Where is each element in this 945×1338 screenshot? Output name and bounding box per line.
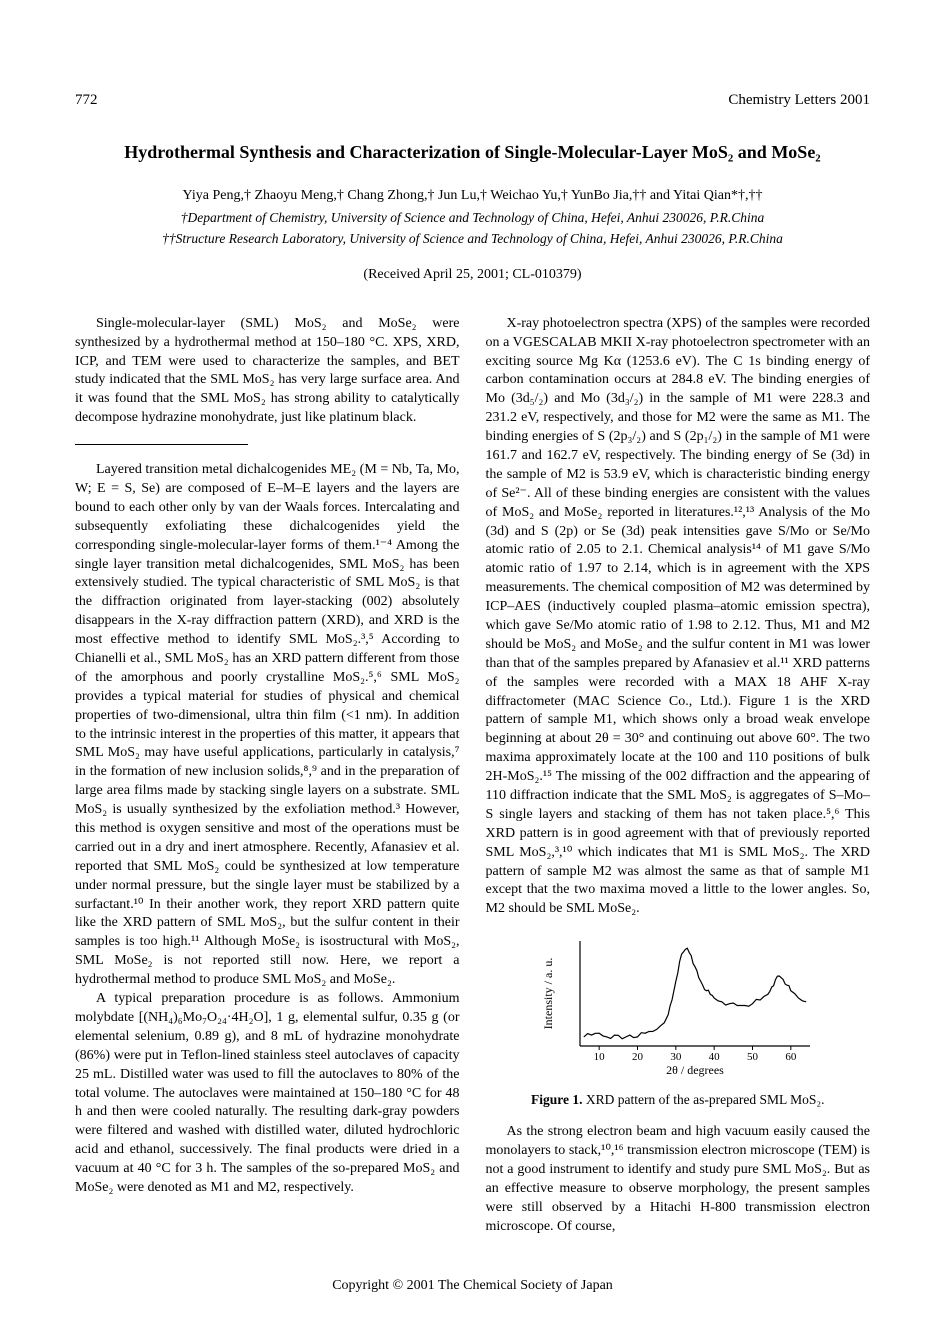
abstract: Single-molecular-layer (SML) MoS₂ and Mo…: [75, 315, 460, 428]
figure-1-caption: Figure 1. XRD pattern of the as-prepared…: [486, 1091, 871, 1109]
svg-text:50: 50: [747, 1051, 759, 1063]
paragraph-3: X-ray photoelectron spectra (XPS) of the…: [486, 315, 871, 920]
figure-1-label: Figure 1.: [531, 1092, 583, 1107]
figure-1-caption-text: XRD pattern of the as-prepared SML MoS₂.: [583, 1092, 825, 1107]
paragraph-4: As the strong electron beam and high vac…: [486, 1123, 871, 1236]
body-columns: Single-molecular-layer (SML) MoS₂ and Mo…: [75, 315, 870, 1237]
svg-text:Intensity / a. u.: Intensity / a. u.: [541, 958, 555, 1030]
abstract-separator: [75, 444, 248, 445]
svg-text:10: 10: [593, 1051, 605, 1063]
paragraph-1: Layered transition metal dichalcogenides…: [75, 461, 460, 990]
copyright-footer: Copyright © 2001 The Chemical Society of…: [75, 1277, 870, 1296]
svg-text:30: 30: [670, 1051, 682, 1063]
page-number: 772: [75, 90, 98, 110]
figure-1: 10 20 30 40 50 60 2θ / degrees Intensity / a. u…: [486, 933, 871, 1109]
svg-text:60: 60: [785, 1051, 797, 1063]
svg-text:20: 20: [632, 1051, 644, 1063]
affiliation-2: ††Structure Research Laboratory, Univers…: [75, 230, 870, 248]
svg-text:2θ / degrees: 2θ / degrees: [666, 1063, 724, 1077]
authors-line: Yiya Peng,† Zhaoyu Meng,† Chang Zhong,† …: [75, 187, 870, 206]
paragraph-2: A typical preparation procedure is as fo…: [75, 990, 460, 1198]
svg-text:40: 40: [708, 1051, 720, 1063]
running-header: 772 Chemistry Letters 2001: [75, 90, 870, 110]
article-title: Hydrothermal Synthesis and Characterizat…: [75, 140, 870, 164]
journal-name: Chemistry Letters 2001: [728, 90, 870, 110]
received-line: (Received April 25, 2001; CL-010379): [75, 266, 870, 285]
affiliation-1: †Department of Chemistry, University of …: [75, 209, 870, 227]
xrd-chart: 10 20 30 40 50 60 2θ / degrees Intensity / a. u…: [538, 933, 818, 1078]
